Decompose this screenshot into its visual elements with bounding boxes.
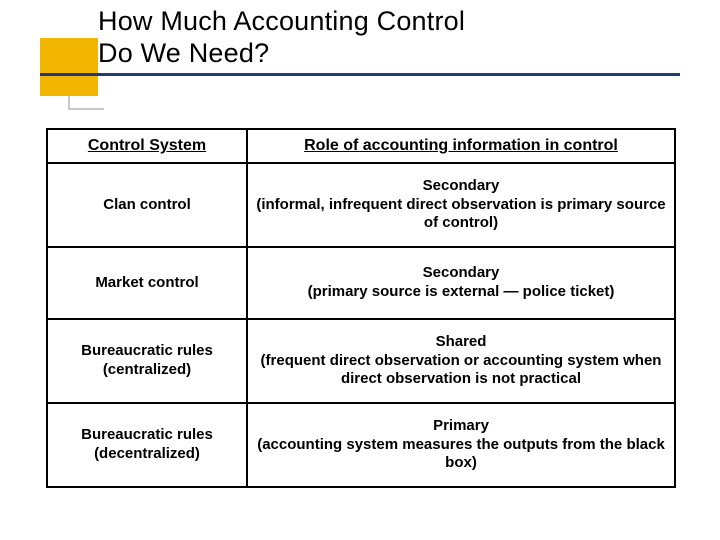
accent-square	[40, 38, 98, 96]
accent-notch	[68, 96, 104, 110]
cell-control-system: Clan control	[47, 163, 247, 247]
cell-control-system: Bureaucratic rules (centralized)	[47, 319, 247, 403]
accent-horizontal-bar	[40, 73, 680, 76]
table-row: Bureaucratic rules (decentralized) Prima…	[47, 403, 675, 487]
cell-control-system: Market control	[47, 247, 247, 319]
table-row: Bureaucratic rules (centralized) Shared(…	[47, 319, 675, 403]
cell-role: Secondary(primary source is external — p…	[247, 247, 675, 319]
col-header-control-system: Control System	[47, 129, 247, 163]
table-row: Clan control Secondary(informal, infrequ…	[47, 163, 675, 247]
table-header-row: Control System Role of accounting inform…	[47, 129, 675, 163]
table-row: Market control Secondary(primary source …	[47, 247, 675, 319]
cell-control-system: Bureaucratic rules (decentralized)	[47, 403, 247, 487]
page-title: How Much Accounting Control Do We Need?	[98, 6, 465, 70]
col-header-role: Role of accounting information in contro…	[247, 129, 675, 163]
control-table: Control System Role of accounting inform…	[46, 128, 674, 488]
title-line-2: Do We Need?	[98, 38, 269, 68]
cell-role: Shared(frequent direct observation or ac…	[247, 319, 675, 403]
title-line-1: How Much Accounting Control	[98, 6, 465, 36]
cell-role: Secondary(informal, infrequent direct ob…	[247, 163, 675, 247]
table: Control System Role of accounting inform…	[46, 128, 676, 488]
cell-role: Primary(accounting system measures the o…	[247, 403, 675, 487]
